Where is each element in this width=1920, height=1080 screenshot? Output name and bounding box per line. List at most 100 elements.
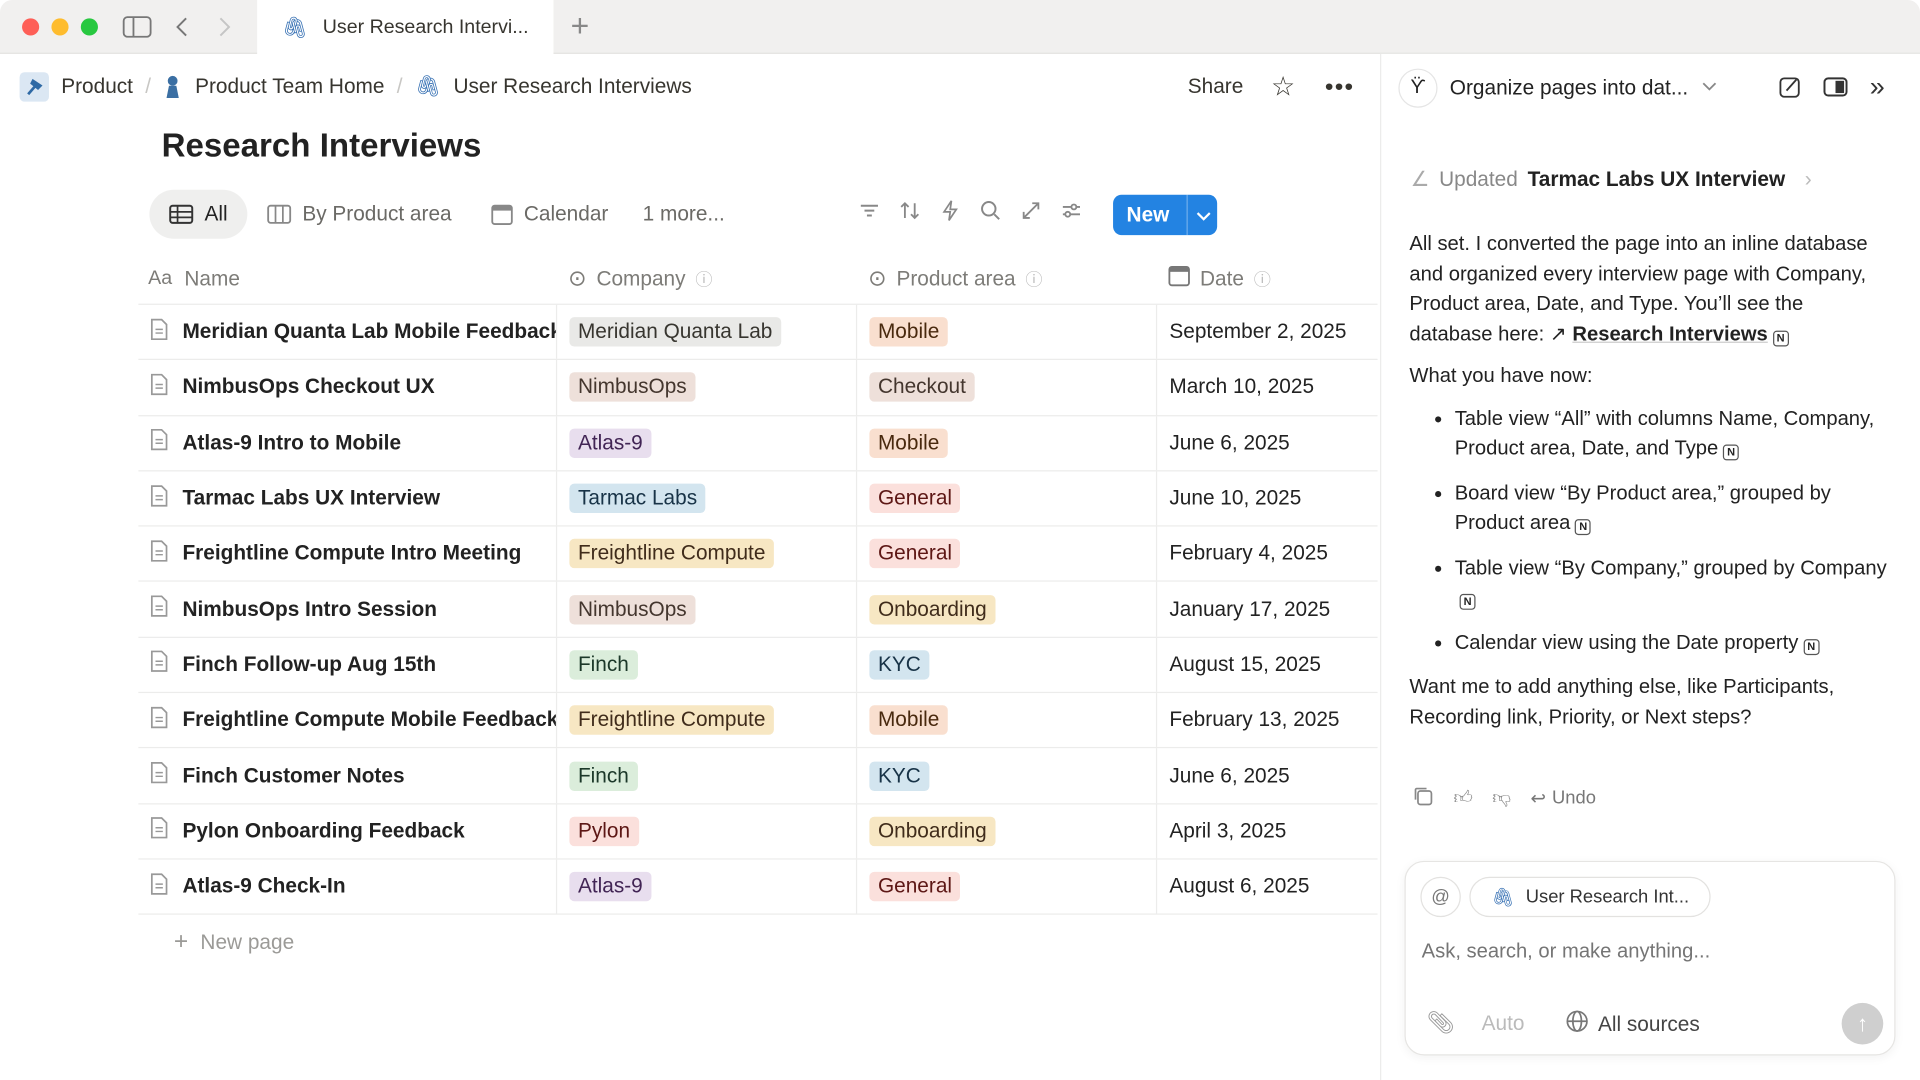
cell-date[interactable]: February 4, 2025: [1155, 526, 1378, 582]
new-button[interactable]: New: [1113, 194, 1218, 236]
more-icon[interactable]: •••: [1324, 72, 1355, 100]
table-row[interactable]: Finch Customer Notes Finch KYC June 6, 2…: [138, 748, 1378, 805]
notion-citation-icon[interactable]: N: [1772, 330, 1789, 346]
cell-name[interactable]: Freightline Compute Intro Meeting: [138, 527, 556, 581]
cell-company[interactable]: Pylon: [555, 804, 856, 859]
panel-layout-icon[interactable]: [1823, 76, 1848, 104]
attach-icon[interactable]: 📎︎: [1426, 1010, 1455, 1035]
settings-icon[interactable]: [1059, 198, 1083, 229]
cell-name[interactable]: Atlas-9 Check-In: [138, 860, 556, 914]
cell-product-area[interactable]: Mobile: [855, 415, 1156, 471]
notion-citation-icon[interactable]: N: [1803, 638, 1820, 655]
column-header-name[interactable]: Aa Name: [138, 253, 556, 303]
chat-input[interactable]: [1421, 935, 1875, 968]
cell-name[interactable]: Tarmac Labs UX Interview: [138, 471, 556, 525]
cell-product-area[interactable]: Mobile: [855, 693, 1156, 748]
cell-company[interactable]: Atlas-9: [555, 415, 856, 471]
sort-icon[interactable]: [898, 198, 922, 229]
search-icon[interactable]: [978, 198, 1002, 229]
chat-title[interactable]: Organize pages into dat...: [1449, 75, 1689, 100]
cell-date[interactable]: March 10, 2025: [1155, 360, 1378, 415]
cell-company[interactable]: Finch: [555, 748, 856, 803]
table-row[interactable]: Pylon Onboarding Feedback Pylon Onboardi…: [138, 804, 1378, 860]
table-row[interactable]: Freightline Compute Intro Meeting Freigh…: [138, 526, 1378, 583]
automation-icon[interactable]: [938, 198, 962, 229]
cell-date[interactable]: June 10, 2025: [1155, 471, 1378, 526]
cell-product-area[interactable]: General: [855, 526, 1156, 582]
notion-citation-icon[interactable]: N: [1723, 444, 1740, 461]
cell-date[interactable]: August 6, 2025: [1155, 859, 1378, 914]
table-row[interactable]: NimbusOps Intro Session NimbusOps Onboar…: [138, 582, 1378, 638]
sidebar-toggle-icon[interactable]: [122, 15, 152, 39]
undo-button[interactable]: ↩ Undo: [1531, 787, 1596, 809]
breadcrumb-product[interactable]: Product: [61, 74, 133, 98]
column-header-date[interactable]: Date ⓘ: [1156, 253, 1378, 303]
thumbs-down-icon[interactable]: 👎︎: [1492, 787, 1511, 809]
cell-company[interactable]: Finch: [555, 637, 856, 692]
cell-product-area[interactable]: Onboarding: [855, 804, 1156, 859]
breadcrumb-user-research-interviews[interactable]: User Research Interviews: [453, 74, 692, 98]
cell-name[interactable]: NimbusOps Intro Session: [138, 582, 556, 636]
view-tab-more[interactable]: 1 more...: [642, 202, 725, 226]
send-button[interactable]: ↑: [1841, 1002, 1884, 1045]
table-row[interactable]: Finch Follow-up Aug 15th Finch KYC Augus…: [138, 637, 1378, 694]
cell-date[interactable]: August 15, 2025: [1155, 637, 1378, 692]
cell-date[interactable]: September 2, 2025: [1155, 304, 1378, 360]
view-tab-calendar[interactable]: Calendar: [471, 190, 628, 239]
cell-product-area[interactable]: KYC: [855, 637, 1156, 692]
model-mode-selector[interactable]: Auto: [1481, 1011, 1525, 1035]
sources-selector[interactable]: All sources: [1565, 1009, 1700, 1040]
cell-date[interactable]: June 6, 2025: [1155, 415, 1378, 471]
new-tab-button[interactable]: +: [570, 7, 590, 45]
copy-icon[interactable]: [1412, 785, 1434, 812]
cell-product-area[interactable]: Mobile: [855, 304, 1156, 360]
notion-citation-icon[interactable]: N: [1459, 593, 1476, 610]
column-header-product-area[interactable]: ⊙ Product area ⓘ: [856, 253, 1156, 303]
cell-date[interactable]: February 13, 2025: [1155, 693, 1378, 748]
table-row[interactable]: NimbusOps Checkout UX NimbusOps Checkout…: [138, 360, 1378, 416]
minimize-window-button[interactable]: [51, 18, 69, 36]
mention-button[interactable]: @: [1420, 876, 1461, 918]
new-page-button[interactable]: + New page: [174, 928, 294, 956]
updated-item[interactable]: ∠ Updated Tarmac Labs UX Interview ›: [1411, 168, 1812, 192]
cell-name[interactable]: Freightline Compute Mobile Feedback: [138, 693, 556, 747]
cell-product-area[interactable]: General: [855, 471, 1156, 526]
cell-company[interactable]: NimbusOps: [555, 360, 856, 415]
context-page-pill[interactable]: 🖇 User Research Int...: [1469, 876, 1712, 918]
filter-icon[interactable]: [857, 198, 881, 229]
maximize-window-button[interactable]: [80, 18, 98, 36]
table-row[interactable]: Atlas-9 Intro to Mobile Atlas-9 Mobile J…: [138, 415, 1378, 472]
cell-name[interactable]: Atlas-9 Intro to Mobile: [138, 416, 556, 470]
cell-name[interactable]: Meridian Quanta Lab Mobile Feedback: [138, 305, 556, 359]
expand-icon[interactable]: [1019, 198, 1043, 229]
star-icon[interactable]: ☆: [1271, 71, 1296, 102]
column-header-company[interactable]: ⊙ Company ⓘ: [556, 253, 856, 303]
cell-company[interactable]: Freightline Compute: [555, 526, 856, 582]
back-icon[interactable]: [174, 15, 191, 39]
cell-company[interactable]: NimbusOps: [555, 582, 856, 637]
table-row[interactable]: Freightline Compute Mobile Feedback Frei…: [138, 693, 1378, 749]
cell-product-area[interactable]: General: [855, 859, 1156, 914]
chevron-down-icon[interactable]: [1186, 194, 1213, 236]
cell-product-area[interactable]: Checkout: [855, 360, 1156, 415]
view-tab-all[interactable]: All: [149, 189, 248, 239]
thumbs-up-icon[interactable]: 👍︎: [1453, 787, 1473, 809]
forward-icon[interactable]: [216, 15, 233, 39]
view-tab-by-product-area[interactable]: By Product area: [247, 190, 471, 239]
notion-citation-icon[interactable]: N: [1575, 519, 1592, 536]
cell-company[interactable]: Meridian Quanta Lab: [555, 304, 856, 360]
cell-name[interactable]: Pylon Onboarding Feedback: [138, 804, 556, 858]
close-window-button[interactable]: [22, 18, 40, 36]
table-row[interactable]: Meridian Quanta Lab Mobile Feedback Meri…: [138, 304, 1378, 361]
cell-product-area[interactable]: KYC: [855, 748, 1156, 803]
cell-name[interactable]: Finch Customer Notes: [138, 749, 556, 803]
cell-date[interactable]: June 6, 2025: [1155, 748, 1378, 803]
chevron-down-icon[interactable]: [1700, 76, 1717, 100]
cell-name[interactable]: Finch Follow-up Aug 15th: [138, 638, 556, 692]
database-link[interactable]: Research Interviews: [1572, 322, 1768, 345]
browser-tab[interactable]: 🖇 User Research Intervi...: [257, 0, 554, 56]
cell-name[interactable]: NimbusOps Checkout UX: [138, 360, 556, 414]
cell-product-area[interactable]: Onboarding: [855, 582, 1156, 637]
cell-date[interactable]: January 17, 2025: [1155, 582, 1378, 637]
cell-company[interactable]: Freightline Compute: [555, 693, 856, 748]
